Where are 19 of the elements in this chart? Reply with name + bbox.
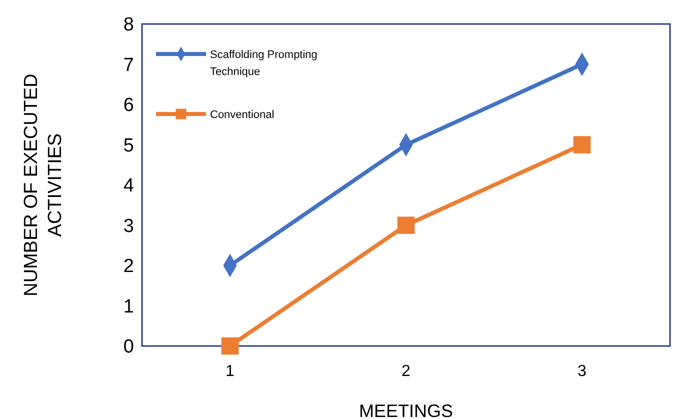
point xyxy=(573,136,591,154)
y-tick-label: 4 xyxy=(123,176,134,197)
y-axis-title: NUMBER OF EXECUTED ACTIVITIES xyxy=(21,74,66,296)
y-tick-label: 6 xyxy=(123,95,134,116)
y-tick-label: 3 xyxy=(123,216,134,237)
y-tick-label: 7 xyxy=(123,54,134,76)
y-tick-label: 0 xyxy=(123,336,134,358)
legend-label: Scaffolding Prompting Technique xyxy=(210,48,318,78)
y-tick-label: 5 xyxy=(123,135,134,156)
x-tick-label: 1 xyxy=(226,363,235,380)
x-tick-label: 2 xyxy=(402,363,411,380)
y-tick-label: 8 xyxy=(123,14,134,36)
point xyxy=(221,337,239,355)
x-axis-title: MEETINGS xyxy=(358,401,454,419)
legend-label: Conventional xyxy=(210,108,274,121)
y-tick-label: 1 xyxy=(123,296,134,318)
x-tick-label: 3 xyxy=(578,363,587,380)
y-tick-label: 2 xyxy=(123,256,134,278)
point xyxy=(397,216,415,234)
